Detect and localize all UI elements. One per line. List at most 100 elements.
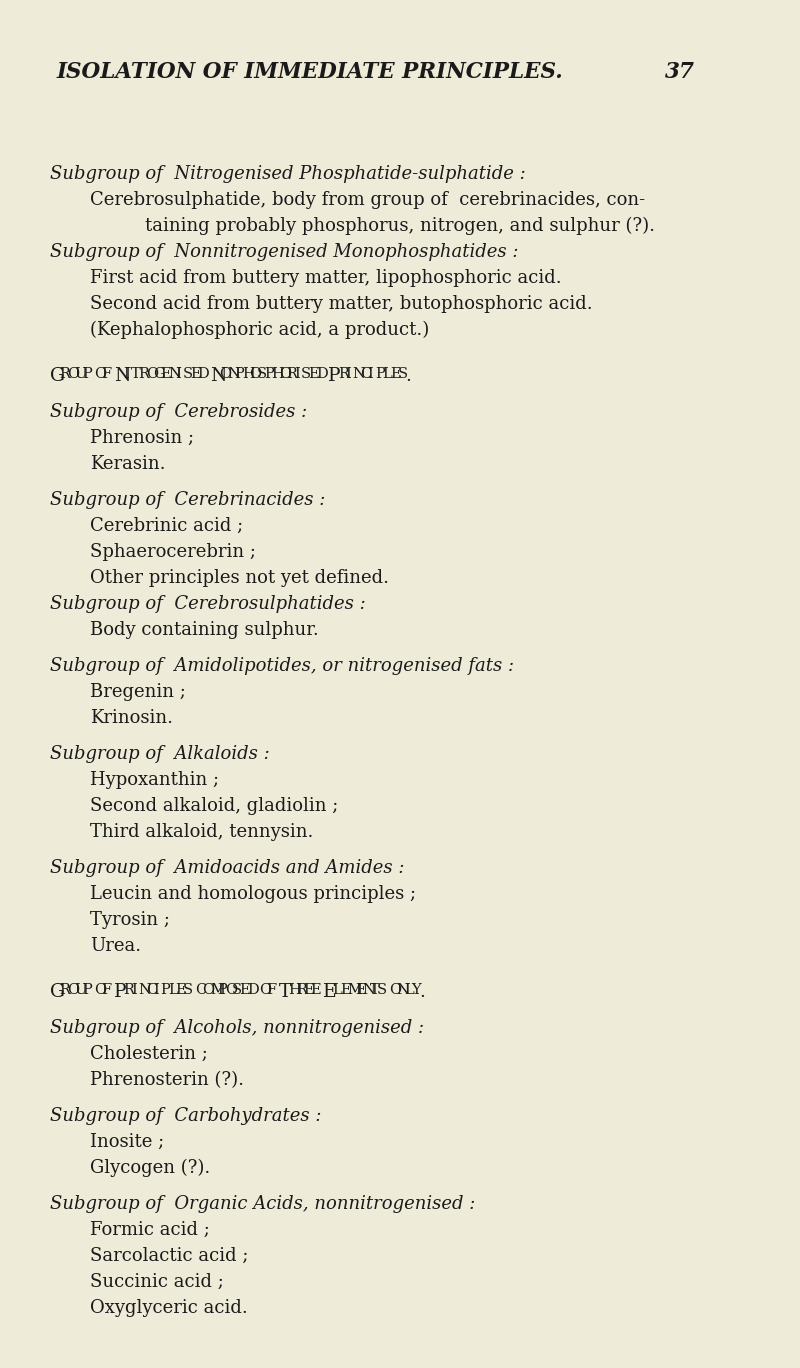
Text: S: S: [398, 367, 407, 382]
Text: P: P: [234, 367, 244, 382]
Text: Subgroup of  Alkaloids :: Subgroup of Alkaloids :: [50, 746, 270, 763]
Text: Hypoxanthin ;: Hypoxanthin ;: [90, 772, 219, 789]
Text: O: O: [94, 984, 106, 997]
Text: O: O: [390, 984, 402, 997]
Text: I: I: [294, 367, 299, 382]
Text: Third alkaloid, tennysin.: Third alkaloid, tennysin.: [90, 824, 314, 841]
Text: R: R: [296, 984, 306, 997]
Text: T: T: [370, 984, 379, 997]
Text: G: G: [50, 984, 65, 1001]
Text: S: S: [302, 367, 311, 382]
Text: S: S: [183, 367, 193, 382]
Text: Sarcolactic acid ;: Sarcolactic acid ;: [90, 1248, 249, 1265]
Text: Glycogen (?).: Glycogen (?).: [90, 1159, 210, 1178]
Text: Succinic acid ;: Succinic acid ;: [90, 1274, 224, 1291]
Text: Subgroup of  Nitrogenised Phosphatide-sulphatide :: Subgroup of Nitrogenised Phosphatide-sul…: [50, 166, 526, 183]
Text: O: O: [279, 367, 291, 382]
Text: Cerebrosulphatide, body from group of  cerebrinacides, con-: Cerebrosulphatide, body from group of ce…: [90, 192, 645, 209]
Text: Urea.: Urea.: [90, 937, 141, 955]
Text: O: O: [219, 367, 232, 382]
Text: Subgroup of  Carbohydrates :: Subgroup of Carbohydrates :: [50, 1107, 322, 1124]
Text: L: L: [382, 367, 392, 382]
Text: Subgroup of  Cerebrosulphatides :: Subgroup of Cerebrosulphatides :: [50, 595, 366, 613]
Text: N: N: [114, 367, 130, 384]
Text: O: O: [94, 367, 106, 382]
Text: First acid from buttery matter, lipophosphoric acid.: First acid from buttery matter, lipophos…: [90, 269, 562, 287]
Text: Other principles not yet defined.: Other principles not yet defined.: [90, 569, 389, 587]
Text: N: N: [227, 367, 240, 382]
Text: (Kephalophosphoric acid, a product.): (Kephalophosphoric acid, a product.): [90, 321, 430, 339]
Text: 37: 37: [665, 62, 695, 83]
Text: Y: Y: [411, 984, 422, 997]
Text: .: .: [405, 367, 410, 384]
Text: N: N: [353, 367, 366, 382]
Text: Second alkaloid, gladiolin ;: Second alkaloid, gladiolin ;: [90, 798, 338, 815]
Text: Phrenosin ;: Phrenosin ;: [90, 430, 194, 447]
Text: P: P: [218, 984, 227, 997]
Text: S: S: [377, 984, 387, 997]
Text: C: C: [146, 984, 157, 997]
Text: E: E: [323, 984, 337, 1001]
Text: Subgroup of  Organic Acids, nonnitrogenised :: Subgroup of Organic Acids, nonnitrogenis…: [50, 1196, 475, 1213]
Text: D: D: [316, 367, 328, 382]
Text: Subgroup of  Cerebrosides :: Subgroup of Cerebrosides :: [50, 404, 307, 421]
Text: E: E: [310, 984, 322, 997]
Text: P: P: [375, 367, 385, 382]
Text: R: R: [286, 367, 298, 382]
Text: O: O: [259, 984, 271, 997]
Text: R: R: [123, 984, 134, 997]
Text: O: O: [202, 984, 214, 997]
Text: F: F: [102, 367, 112, 382]
Text: I: I: [368, 367, 374, 382]
Text: H: H: [271, 367, 284, 382]
Text: E: E: [175, 984, 186, 997]
Text: Second acid from buttery matter, butophosphoric acid.: Second acid from buttery matter, butopho…: [90, 295, 593, 313]
Text: F: F: [102, 984, 112, 997]
Text: C: C: [195, 984, 206, 997]
Text: I: I: [131, 984, 137, 997]
Text: S: S: [257, 367, 267, 382]
Text: Sphaerocerebrin ;: Sphaerocerebrin ;: [90, 543, 256, 561]
Text: N: N: [397, 984, 410, 997]
Text: I: I: [175, 367, 181, 382]
Text: E: E: [309, 367, 319, 382]
Text: Leucin and homologous principles ;: Leucin and homologous principles ;: [90, 885, 416, 903]
Text: P: P: [82, 367, 92, 382]
Text: G: G: [153, 367, 165, 382]
Text: N: N: [210, 367, 226, 384]
Text: O: O: [67, 984, 79, 997]
Text: U: U: [74, 367, 87, 382]
Text: L: L: [404, 984, 414, 997]
Text: N: N: [138, 984, 151, 997]
Text: N: N: [168, 367, 181, 382]
Text: Subgroup of  Nonnitrogenised Monophosphatides :: Subgroup of Nonnitrogenised Monophosphat…: [50, 244, 518, 261]
Text: M: M: [347, 984, 362, 997]
Text: Cerebrinic acid ;: Cerebrinic acid ;: [90, 517, 243, 535]
Text: P: P: [328, 367, 341, 384]
Text: E: E: [390, 367, 401, 382]
Text: R: R: [138, 367, 149, 382]
Text: Kerasin.: Kerasin.: [90, 456, 166, 473]
Text: O: O: [225, 984, 237, 997]
Text: E: E: [161, 367, 171, 382]
Text: O: O: [250, 367, 262, 382]
Text: Oxyglyceric acid.: Oxyglyceric acid.: [90, 1300, 248, 1317]
Text: .: .: [419, 984, 425, 1001]
Text: T: T: [278, 984, 291, 1001]
Text: C: C: [360, 367, 371, 382]
Text: F: F: [266, 984, 277, 997]
Text: P: P: [161, 984, 170, 997]
Text: Subgroup of  Alcohols, nonnitrogenised :: Subgroup of Alcohols, nonnitrogenised :: [50, 1019, 424, 1037]
Text: Phrenosterin (?).: Phrenosterin (?).: [90, 1071, 244, 1089]
Text: H: H: [289, 984, 301, 997]
Text: Bregenin ;: Bregenin ;: [90, 683, 186, 700]
Text: D: D: [247, 984, 258, 997]
Text: R: R: [60, 367, 70, 382]
Text: Inosite ;: Inosite ;: [90, 1133, 164, 1150]
Text: Body containing sulphur.: Body containing sulphur.: [90, 621, 318, 639]
Text: T: T: [131, 367, 141, 382]
Text: I: I: [153, 984, 159, 997]
Text: M: M: [210, 984, 225, 997]
Text: O: O: [67, 367, 79, 382]
Text: P: P: [114, 984, 126, 1001]
